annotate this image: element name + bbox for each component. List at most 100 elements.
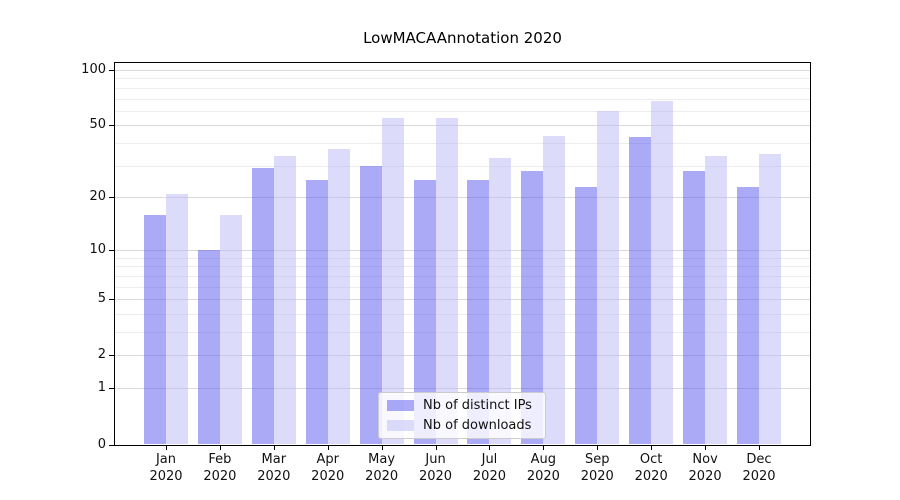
y-tick-label: 0 bbox=[97, 436, 106, 452]
x-tick-mark bbox=[597, 446, 599, 450]
x-tick-month: Aug bbox=[530, 452, 557, 467]
chart-title: LowMACAAnnotation 2020 bbox=[363, 29, 562, 47]
x-tick-mark bbox=[219, 446, 221, 450]
gridline-minor bbox=[115, 332, 810, 333]
y-tick-label: 20 bbox=[89, 189, 106, 205]
x-tick-month: May bbox=[368, 452, 396, 467]
legend-item-downloads: Nb of downloads bbox=[387, 417, 537, 434]
gridline-major bbox=[115, 69, 810, 71]
x-tick-year: 2020 bbox=[742, 469, 776, 484]
bar-downloads bbox=[435, 117, 458, 445]
bar-downloads bbox=[758, 153, 781, 445]
x-tick-label: Nov 2020 bbox=[678, 451, 732, 485]
x-tick-month: Feb bbox=[208, 452, 232, 467]
bar-distinct-ips bbox=[575, 186, 598, 445]
x-tick-label: Jan 2020 bbox=[139, 451, 193, 485]
x-tick-mark bbox=[705, 446, 707, 450]
legend-label-distinct-ips: Nb of distinct IPs bbox=[423, 398, 532, 413]
gridline-major bbox=[115, 197, 810, 199]
y-tick-mark bbox=[109, 125, 114, 127]
y-tick-label: 5 bbox=[97, 291, 106, 307]
y-tick-label: 100 bbox=[81, 61, 106, 77]
x-tick-mark bbox=[327, 446, 329, 450]
x-tick-month: Apr bbox=[316, 452, 339, 467]
x-tick-month: Mar bbox=[261, 452, 287, 467]
x-tick-mark bbox=[381, 446, 383, 450]
y-tick-label: 2 bbox=[97, 347, 106, 363]
legend-item-distinct-ips: Nb of distinct IPs bbox=[387, 397, 537, 414]
x-tick-label: Jun 2020 bbox=[409, 451, 463, 485]
bar-distinct-ips bbox=[251, 168, 274, 445]
x-tick-month: Sep bbox=[585, 452, 610, 467]
gridline-major bbox=[115, 299, 810, 301]
x-tick-year: 2020 bbox=[472, 469, 506, 484]
x-tick-mark bbox=[758, 446, 760, 450]
x-tick-label: Jul 2020 bbox=[462, 451, 516, 485]
bar-distinct-ips bbox=[736, 186, 759, 445]
x-tick-month: Oct bbox=[639, 452, 663, 467]
x-tick-mark bbox=[651, 446, 653, 450]
bar-distinct-ips bbox=[467, 180, 490, 445]
y-tick-mark bbox=[109, 299, 114, 301]
gridline-major bbox=[115, 125, 810, 127]
y-tick-label: 50 bbox=[89, 117, 106, 133]
legend-label-downloads: Nb of downloads bbox=[423, 418, 532, 433]
gridline-minor bbox=[115, 87, 810, 89]
x-tick-mark bbox=[489, 446, 491, 450]
x-tick-month: Jan bbox=[155, 452, 177, 467]
bar-distinct-ips bbox=[413, 180, 436, 445]
y-tick-mark bbox=[109, 388, 114, 390]
gridline-minor bbox=[115, 165, 810, 167]
gridline-minor bbox=[115, 78, 810, 80]
y-tick-mark bbox=[109, 444, 114, 446]
gridline-minor bbox=[115, 313, 810, 315]
gridline-major bbox=[115, 249, 810, 251]
x-tick-month: Dec bbox=[746, 452, 772, 467]
bar-downloads bbox=[219, 214, 242, 445]
bar-downloads bbox=[543, 135, 566, 445]
plot-area: Nb of distinct IPs Nb of downloads bbox=[114, 62, 811, 446]
x-tick-year: 2020 bbox=[311, 469, 345, 484]
gridline-minor bbox=[115, 143, 810, 145]
x-tick-label: May 2020 bbox=[355, 451, 409, 485]
y-tick-mark bbox=[109, 249, 114, 251]
x-tick-label: Feb 2020 bbox=[193, 451, 247, 485]
gridline-minor bbox=[115, 266, 810, 268]
legend-swatch-distinct-ips bbox=[387, 400, 414, 411]
x-tick-year: 2020 bbox=[203, 469, 237, 484]
bar-distinct-ips bbox=[521, 171, 544, 445]
gridline-major bbox=[115, 388, 810, 390]
gridline-minor bbox=[115, 286, 810, 288]
bar-downloads bbox=[166, 193, 188, 445]
x-tick-label: Sep 2020 bbox=[570, 451, 624, 485]
bar-distinct-ips bbox=[197, 249, 220, 445]
y-tick-label: 1 bbox=[97, 380, 106, 396]
gridline-minor bbox=[115, 275, 810, 277]
y-tick-label: 10 bbox=[89, 241, 106, 257]
legend-swatch-downloads bbox=[387, 420, 414, 431]
x-tick-label: Mar 2020 bbox=[247, 451, 301, 485]
bar-downloads bbox=[381, 117, 404, 445]
bar-downloads bbox=[597, 110, 620, 445]
bar-downloads bbox=[273, 155, 296, 445]
x-tick-year: 2020 bbox=[634, 469, 668, 484]
x-tick-label: Oct 2020 bbox=[624, 451, 678, 485]
x-tick-year: 2020 bbox=[257, 469, 291, 484]
bar-downloads bbox=[651, 100, 674, 445]
x-tick-month: Jun bbox=[425, 452, 446, 467]
x-tick-mark bbox=[543, 446, 545, 450]
x-tick-label: Apr 2020 bbox=[301, 451, 355, 485]
gridline-minor bbox=[115, 110, 810, 112]
x-tick-month: Jul bbox=[481, 452, 498, 467]
x-tick-year: 2020 bbox=[418, 469, 453, 484]
bar-distinct-ips bbox=[144, 214, 166, 445]
x-tick-mark bbox=[435, 446, 437, 450]
x-tick-year: 2020 bbox=[149, 469, 183, 484]
y-tick-mark bbox=[109, 197, 114, 199]
x-tick-month: Nov bbox=[692, 452, 718, 467]
x-tick-mark bbox=[166, 446, 167, 450]
bar-distinct-ips bbox=[683, 171, 706, 445]
gridline-minor bbox=[115, 98, 810, 100]
x-tick-year: 2020 bbox=[365, 469, 399, 484]
